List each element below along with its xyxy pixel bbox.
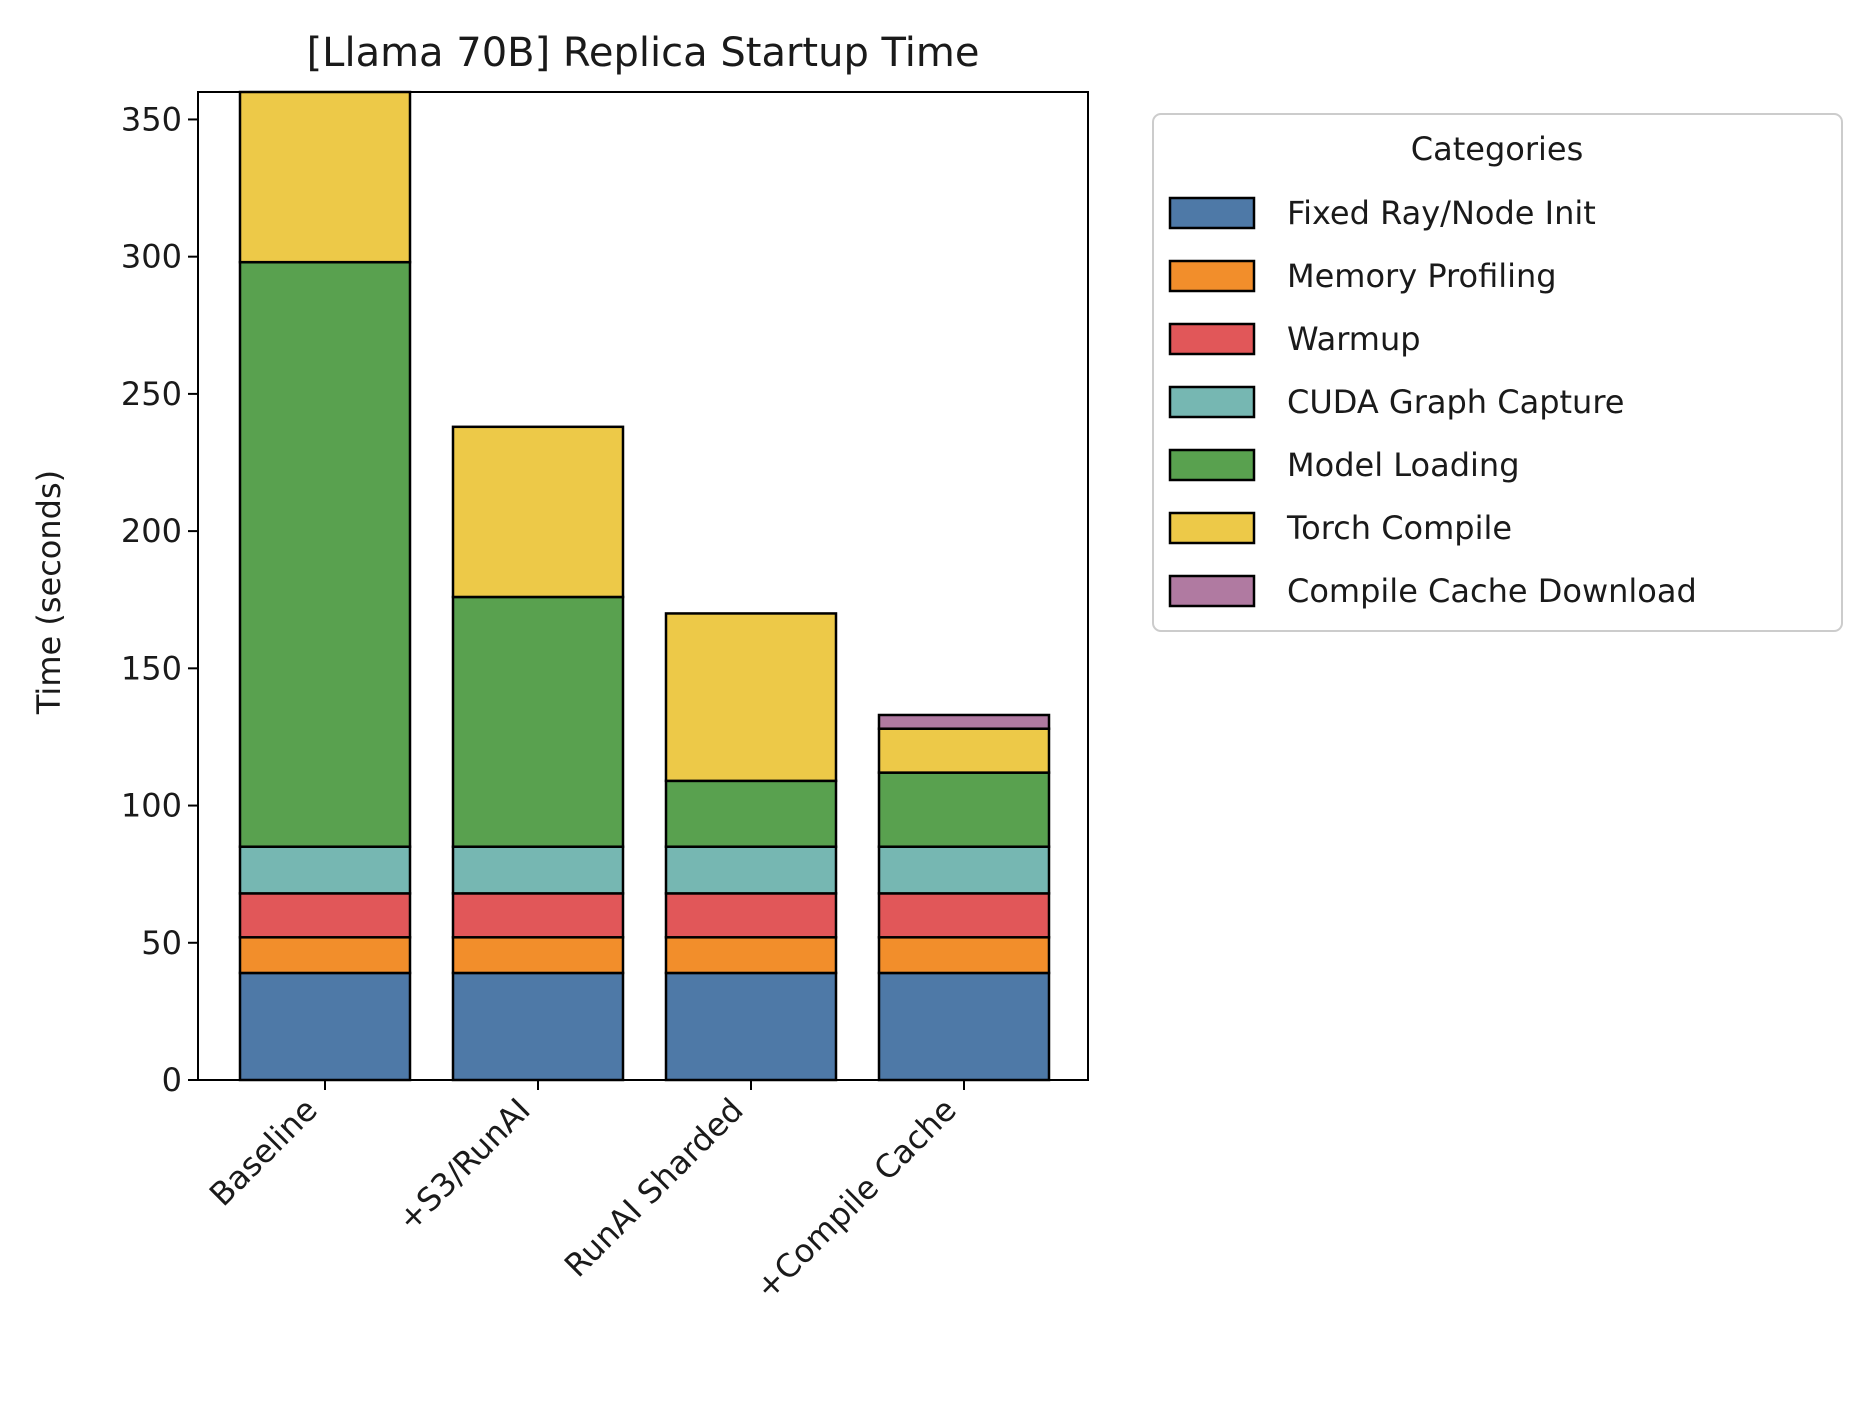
bar-segment xyxy=(664,936,838,975)
legend-swatch xyxy=(1168,574,1256,608)
chart-title: [Llama 70B] Replica Startup Time xyxy=(307,30,980,76)
y-tick-label: 300 xyxy=(121,238,182,276)
bar-segment xyxy=(451,595,625,848)
x-tick-label: RunAI Sharded xyxy=(557,1091,751,1285)
bar-segment xyxy=(451,971,625,1082)
y-tick-label: 350 xyxy=(121,100,182,138)
legend-swatch xyxy=(1168,511,1256,545)
y-tick-label: 150 xyxy=(121,649,182,687)
bar-segment xyxy=(238,845,412,895)
legend-box xyxy=(1152,113,1843,632)
bar-segment xyxy=(877,892,1051,939)
bar-segment xyxy=(877,727,1051,774)
bar-segment xyxy=(238,936,412,975)
legend-title: Categories xyxy=(1411,130,1583,168)
bar-segment xyxy=(664,845,838,895)
bar-segment xyxy=(877,845,1051,895)
plot-frame xyxy=(197,91,1089,1081)
bar-segment xyxy=(877,971,1051,1082)
legend-swatch xyxy=(1168,385,1256,419)
y-tick-label: 0 xyxy=(162,1061,182,1099)
bar-segment xyxy=(664,892,838,939)
legend-swatch xyxy=(1168,196,1256,230)
bar-segment xyxy=(451,936,625,975)
legend-items: Fixed Ray/Node Init Memory Profiling Warmu… xyxy=(1168,194,1697,610)
y-axis: 0 50 100 150 200 250 300 350 xyxy=(121,100,198,1099)
legend-label: Model Loading xyxy=(1287,446,1520,484)
legend-swatch xyxy=(1168,448,1256,482)
x-tick-label: +S3/RunAI xyxy=(390,1091,538,1239)
bar-segment xyxy=(238,260,412,848)
bar-segment xyxy=(877,713,1051,730)
legend-swatch xyxy=(1168,259,1256,293)
legend-label: Torch Compile xyxy=(1286,509,1512,547)
legend-label: Compile Cache Download xyxy=(1287,572,1697,610)
y-tick-label: 200 xyxy=(121,512,182,550)
bar-segment xyxy=(451,425,625,599)
y-axis-label: Time (seconds) xyxy=(30,470,68,715)
legend-label: Fixed Ray/Node Init xyxy=(1287,194,1596,232)
bar-segment xyxy=(877,771,1051,848)
y-tick-label: 250 xyxy=(121,375,182,413)
y-tick-label: 100 xyxy=(121,787,182,825)
bar-segment xyxy=(451,845,625,895)
legend-label: CUDA Graph Capture xyxy=(1287,383,1624,421)
legend-label: Memory Profiling xyxy=(1287,257,1557,295)
bar-segment xyxy=(451,892,625,939)
x-axis: Baseline +S3/RunAI RunAI Sharded+Compile C… xyxy=(202,1080,965,1307)
legend: Categories Fixed Ray/Node Init Memory Pro… xyxy=(1152,113,1843,632)
legend-swatch xyxy=(1168,322,1256,356)
bar-segment xyxy=(664,779,838,848)
legend-label: Warmup xyxy=(1287,320,1421,358)
bar-segment xyxy=(238,892,412,939)
bar-segment xyxy=(664,612,838,783)
x-tick-label: +Compile Cache xyxy=(748,1091,964,1307)
bar-segment xyxy=(664,971,838,1082)
y-tick-label: 50 xyxy=(141,924,182,962)
x-tick-label: Baseline xyxy=(202,1091,325,1214)
bar-segment xyxy=(238,90,412,264)
bar-segment xyxy=(238,971,412,1082)
bar-segment xyxy=(877,936,1051,975)
bars-group xyxy=(238,90,1051,1082)
